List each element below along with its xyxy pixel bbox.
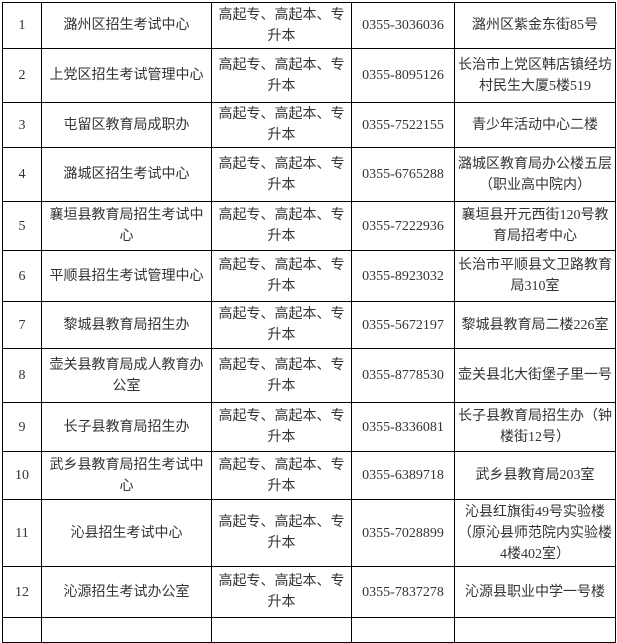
cell-center-name: 襄垣县教育局招生考试中心 <box>41 201 212 251</box>
cell-row-number: 9 <box>2 402 42 452</box>
cell-levels: 高起专、高起本、专升本 <box>211 102 352 148</box>
cell-levels <box>211 617 352 643</box>
cell-levels: 高起专、高起本、专升本 <box>211 348 352 403</box>
cell-row-number: 3 <box>2 102 42 148</box>
cell-center-name: 壶关县教育局成人教育办公室 <box>41 348 212 403</box>
cell-center-name: 长子县教育局招生办 <box>41 402 212 452</box>
table-row: 7 黎城县教育局招生办 高起专、高起本、专升本 0355-5672197 黎城县… <box>2 301 616 349</box>
cell-address: 潞城区教育局办公楼五层（职业高中院内） <box>454 147 616 202</box>
cell-address: 沁县红旗街49号实验楼（原沁县师范院内实验楼4楼402室） <box>454 499 616 567</box>
table-row: 5 襄垣县教育局招生考试中心 高起专、高起本、专升本 0355-7222936 … <box>2 201 616 251</box>
cell-levels: 高起专、高起本、专升本 <box>211 2 352 49</box>
table-row-partial <box>2 617 616 643</box>
cell-row-number: 1 <box>2 2 42 49</box>
cell-phone: 0355-6765288 <box>351 147 455 202</box>
cell-phone: 0355-7222936 <box>351 201 455 251</box>
cell-row-number: 11 <box>2 499 42 567</box>
cell-phone: 0355-7522155 <box>351 102 455 148</box>
table-row: 3 屯留区教育局成职办 高起专、高起本、专升本 0355-7522155 青少年… <box>2 102 616 148</box>
cell-address: 潞州区紫金东街85号 <box>454 2 616 49</box>
cell-levels: 高起专、高起本、专升本 <box>211 201 352 251</box>
cell-phone <box>351 617 455 643</box>
cell-center-name: 黎城县教育局招生办 <box>41 301 212 349</box>
cell-address: 青少年活动中心二楼 <box>454 102 616 148</box>
table-row: 11 沁县招生考试中心 高起专、高起本、专升本 0355-7028899 沁县红… <box>2 499 616 567</box>
cell-row-number: 7 <box>2 301 42 349</box>
cell-levels: 高起专、高起本、专升本 <box>211 402 352 452</box>
table-row: 6 平顺县招生考试管理中心 高起专、高起本、专升本 0355-8923032 长… <box>2 250 616 302</box>
cell-address: 襄垣县开元西街120号教育局招考中心 <box>454 201 616 251</box>
table-row: 8 壶关县教育局成人教育办公室 高起专、高起本、专升本 0355-8778530… <box>2 348 616 403</box>
table-row: 4 潞城区招生考试中心 高起专、高起本、专升本 0355-6765288 潞城区… <box>2 147 616 202</box>
cell-address: 长子县教育局招生办（钟楼街12号） <box>454 402 616 452</box>
cell-phone: 0355-3036036 <box>351 2 455 49</box>
cell-levels: 高起专、高起本、专升本 <box>211 301 352 349</box>
cell-levels: 高起专、高起本、专升本 <box>211 566 352 618</box>
cell-levels: 高起专、高起本、专升本 <box>211 250 352 302</box>
cell-row-number: 4 <box>2 147 42 202</box>
table-row: 2 上党区招生考试管理中心 高起专、高起本、专升本 0355-8095126 长… <box>2 48 616 103</box>
cell-center-name: 武乡县教育局招生考试中心 <box>41 451 212 500</box>
cell-row-number: 10 <box>2 451 42 500</box>
cell-center-name: 沁县招生考试中心 <box>41 499 212 567</box>
cell-center-name: 上党区招生考试管理中心 <box>41 48 212 103</box>
cell-phone: 0355-5672197 <box>351 301 455 349</box>
cell-phone: 0355-8336081 <box>351 402 455 452</box>
cell-address: 黎城县教育局二楼226室 <box>454 301 616 349</box>
cell-phone: 0355-8778530 <box>351 348 455 403</box>
table-row: 1 潞州区招生考试中心 高起专、高起本、专升本 0355-3036036 潞州区… <box>2 2 616 49</box>
cell-center-name: 沁源招生考试办公室 <box>41 566 212 618</box>
cell-address: 沁源县职业中学一号楼 <box>454 566 616 618</box>
cell-phone: 0355-7028899 <box>351 499 455 567</box>
cell-phone: 0355-6389718 <box>351 451 455 500</box>
table-row: 10 武乡县教育局招生考试中心 高起专、高起本、专升本 0355-6389718… <box>2 451 616 500</box>
cell-center-name: 潞城区招生考试中心 <box>41 147 212 202</box>
cell-row-number: 5 <box>2 201 42 251</box>
cell-row-number: 12 <box>2 566 42 618</box>
cell-center-name: 平顺县招生考试管理中心 <box>41 250 212 302</box>
cell-row-number <box>2 617 42 643</box>
cell-address: 长治市上党区韩店镇经坊村民生大厦5楼519 <box>454 48 616 103</box>
cell-row-number: 8 <box>2 348 42 403</box>
cell-levels: 高起专、高起本、专升本 <box>211 147 352 202</box>
cell-address: 长治市平顺县文卫路教育局310室 <box>454 250 616 302</box>
cell-phone: 0355-7837278 <box>351 566 455 618</box>
cell-phone: 0355-8923032 <box>351 250 455 302</box>
cell-row-number: 2 <box>2 48 42 103</box>
cell-center-name <box>41 617 212 643</box>
cell-center-name: 屯留区教育局成职办 <box>41 102 212 148</box>
cell-address <box>454 617 616 643</box>
cell-address: 武乡县教育局203室 <box>454 451 616 500</box>
cell-address: 壶关县北大街堡子里一号 <box>454 348 616 403</box>
cell-center-name: 潞州区招生考试中心 <box>41 2 212 49</box>
table-row: 9 长子县教育局招生办 高起专、高起本、专升本 0355-8336081 长子县… <box>2 402 616 452</box>
cell-levels: 高起专、高起本、专升本 <box>211 48 352 103</box>
cell-phone: 0355-8095126 <box>351 48 455 103</box>
table-row: 12 沁源招生考试办公室 高起专、高起本、专升本 0355-7837278 沁源… <box>2 566 616 618</box>
cell-row-number: 6 <box>2 250 42 302</box>
cell-levels: 高起专、高起本、专升本 <box>211 499 352 567</box>
cell-levels: 高起专、高起本、专升本 <box>211 451 352 500</box>
